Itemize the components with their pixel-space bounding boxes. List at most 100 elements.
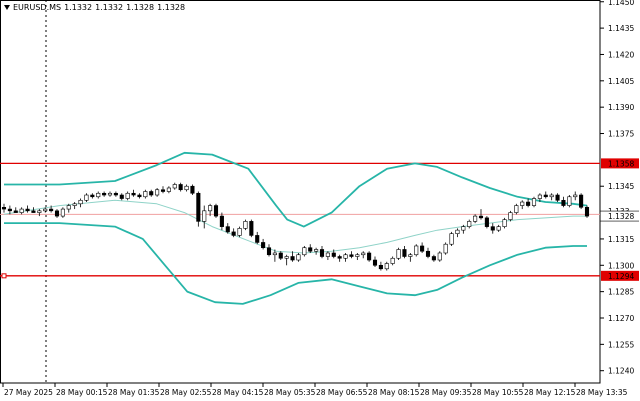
bollinger-middle-band [3,199,587,254]
candle-body [243,221,248,229]
candle-body [473,215,478,222]
candle-body [261,242,266,249]
candle-body [502,219,507,227]
price-axis-label: 1.1255 [608,340,634,349]
candle-body [137,194,142,198]
candle-body [172,184,177,189]
candle-body [119,194,124,199]
price-axis-label: 1.1285 [608,288,634,297]
candle-body [367,252,372,261]
time-axis-label: 28 May 02:55 [160,388,212,397]
price-axis-label: 1.1405 [608,77,634,86]
candle-body [496,226,501,231]
candle-body [420,245,425,252]
level-handle [1,273,7,279]
time-axis-label: 28 May 09:35 [420,388,472,397]
close-value: 1.1328 [157,3,186,12]
candle-body [355,254,360,257]
candle-body [66,205,71,210]
candle-body [467,221,472,227]
candle-body [125,192,130,199]
candle-body [555,194,560,201]
candle-body [102,192,107,196]
candle-body [319,249,325,257]
candle-body [255,235,260,243]
candle-body [531,198,537,206]
price-axis-label: 1.1240 [608,367,634,376]
candle-body [343,254,348,259]
time-axis-label: 28 May 05:35 [264,388,316,397]
candle-body [325,252,330,257]
candle-body [567,196,572,206]
candle-body [490,226,495,231]
candle-body [78,199,83,205]
low-value: 1.1328 [126,3,155,12]
time-axis-label: 27 May 2025 [4,388,53,397]
candle-body [331,252,336,257]
candle-body [19,208,24,213]
candle-body [337,256,342,259]
price-axis-label: 1.1420 [608,50,634,59]
candle-body [508,212,513,220]
candle-body [231,231,236,236]
candle-body [443,243,448,254]
candle-body [514,205,519,213]
resistance-price-tag-bg [601,158,639,169]
candle-body [314,249,319,252]
symbol-info-bar: EURUSD.MS 1.1332 1.1332 1.1328 1.1328 [4,3,185,12]
candle-body [190,185,195,194]
candle-body [549,194,554,198]
candle-body [396,249,401,259]
candle-body [60,208,65,217]
candle-body [219,215,224,227]
candle-body [202,210,207,222]
symbol-name: EURUSD.MS [13,3,62,12]
time-axis-label: 28 May 08:15 [368,388,420,397]
candle-body [43,208,48,212]
candle-body [302,247,307,256]
candle-body [237,228,242,236]
candle-body [131,192,136,196]
price-axis-label: 1.1375 [608,130,634,139]
candle-body [579,194,584,208]
resistance-price-tag: 1.1358 [608,159,634,168]
candle-body [49,208,54,212]
candle-body [96,192,101,198]
time-axis-label: 28 May 12:15 [524,388,576,397]
candle-body [573,194,578,198]
plot-frame [0,0,601,384]
time-axis-label: 28 May 06:55 [316,388,368,397]
candle-body [361,252,366,256]
price-axis-label: 1.1315 [608,235,634,244]
candle-body [526,201,531,206]
candle-body [408,254,413,257]
candle-body [107,192,113,196]
support-price-tag-bg [601,270,639,281]
candle-body [478,215,484,219]
candle-body [402,249,407,257]
candle-body [278,252,283,259]
candle-body [390,257,395,264]
price-axis-label: 1.1345 [608,182,634,191]
time-axis-label: 28 May 00:15 [56,388,108,397]
price-axis-label: 1.1390 [608,103,634,112]
candle-body [31,210,36,213]
candle-body [225,226,230,233]
candle-body [184,185,189,191]
candle-body [72,203,77,206]
candle-body [349,254,354,257]
high-value: 1.1332 [95,3,124,12]
candle-body [372,259,378,266]
candle-body [54,210,60,217]
chevron-down-icon[interactable] [4,5,10,10]
candle-body [425,250,431,257]
open-value: 1.1332 [64,3,93,12]
candle-body [384,263,389,270]
candle-body [543,194,548,198]
candle-body [25,208,30,212]
price-axis-label: 1.1435 [608,24,634,33]
candle-body [520,201,525,206]
candle-body [143,191,148,198]
